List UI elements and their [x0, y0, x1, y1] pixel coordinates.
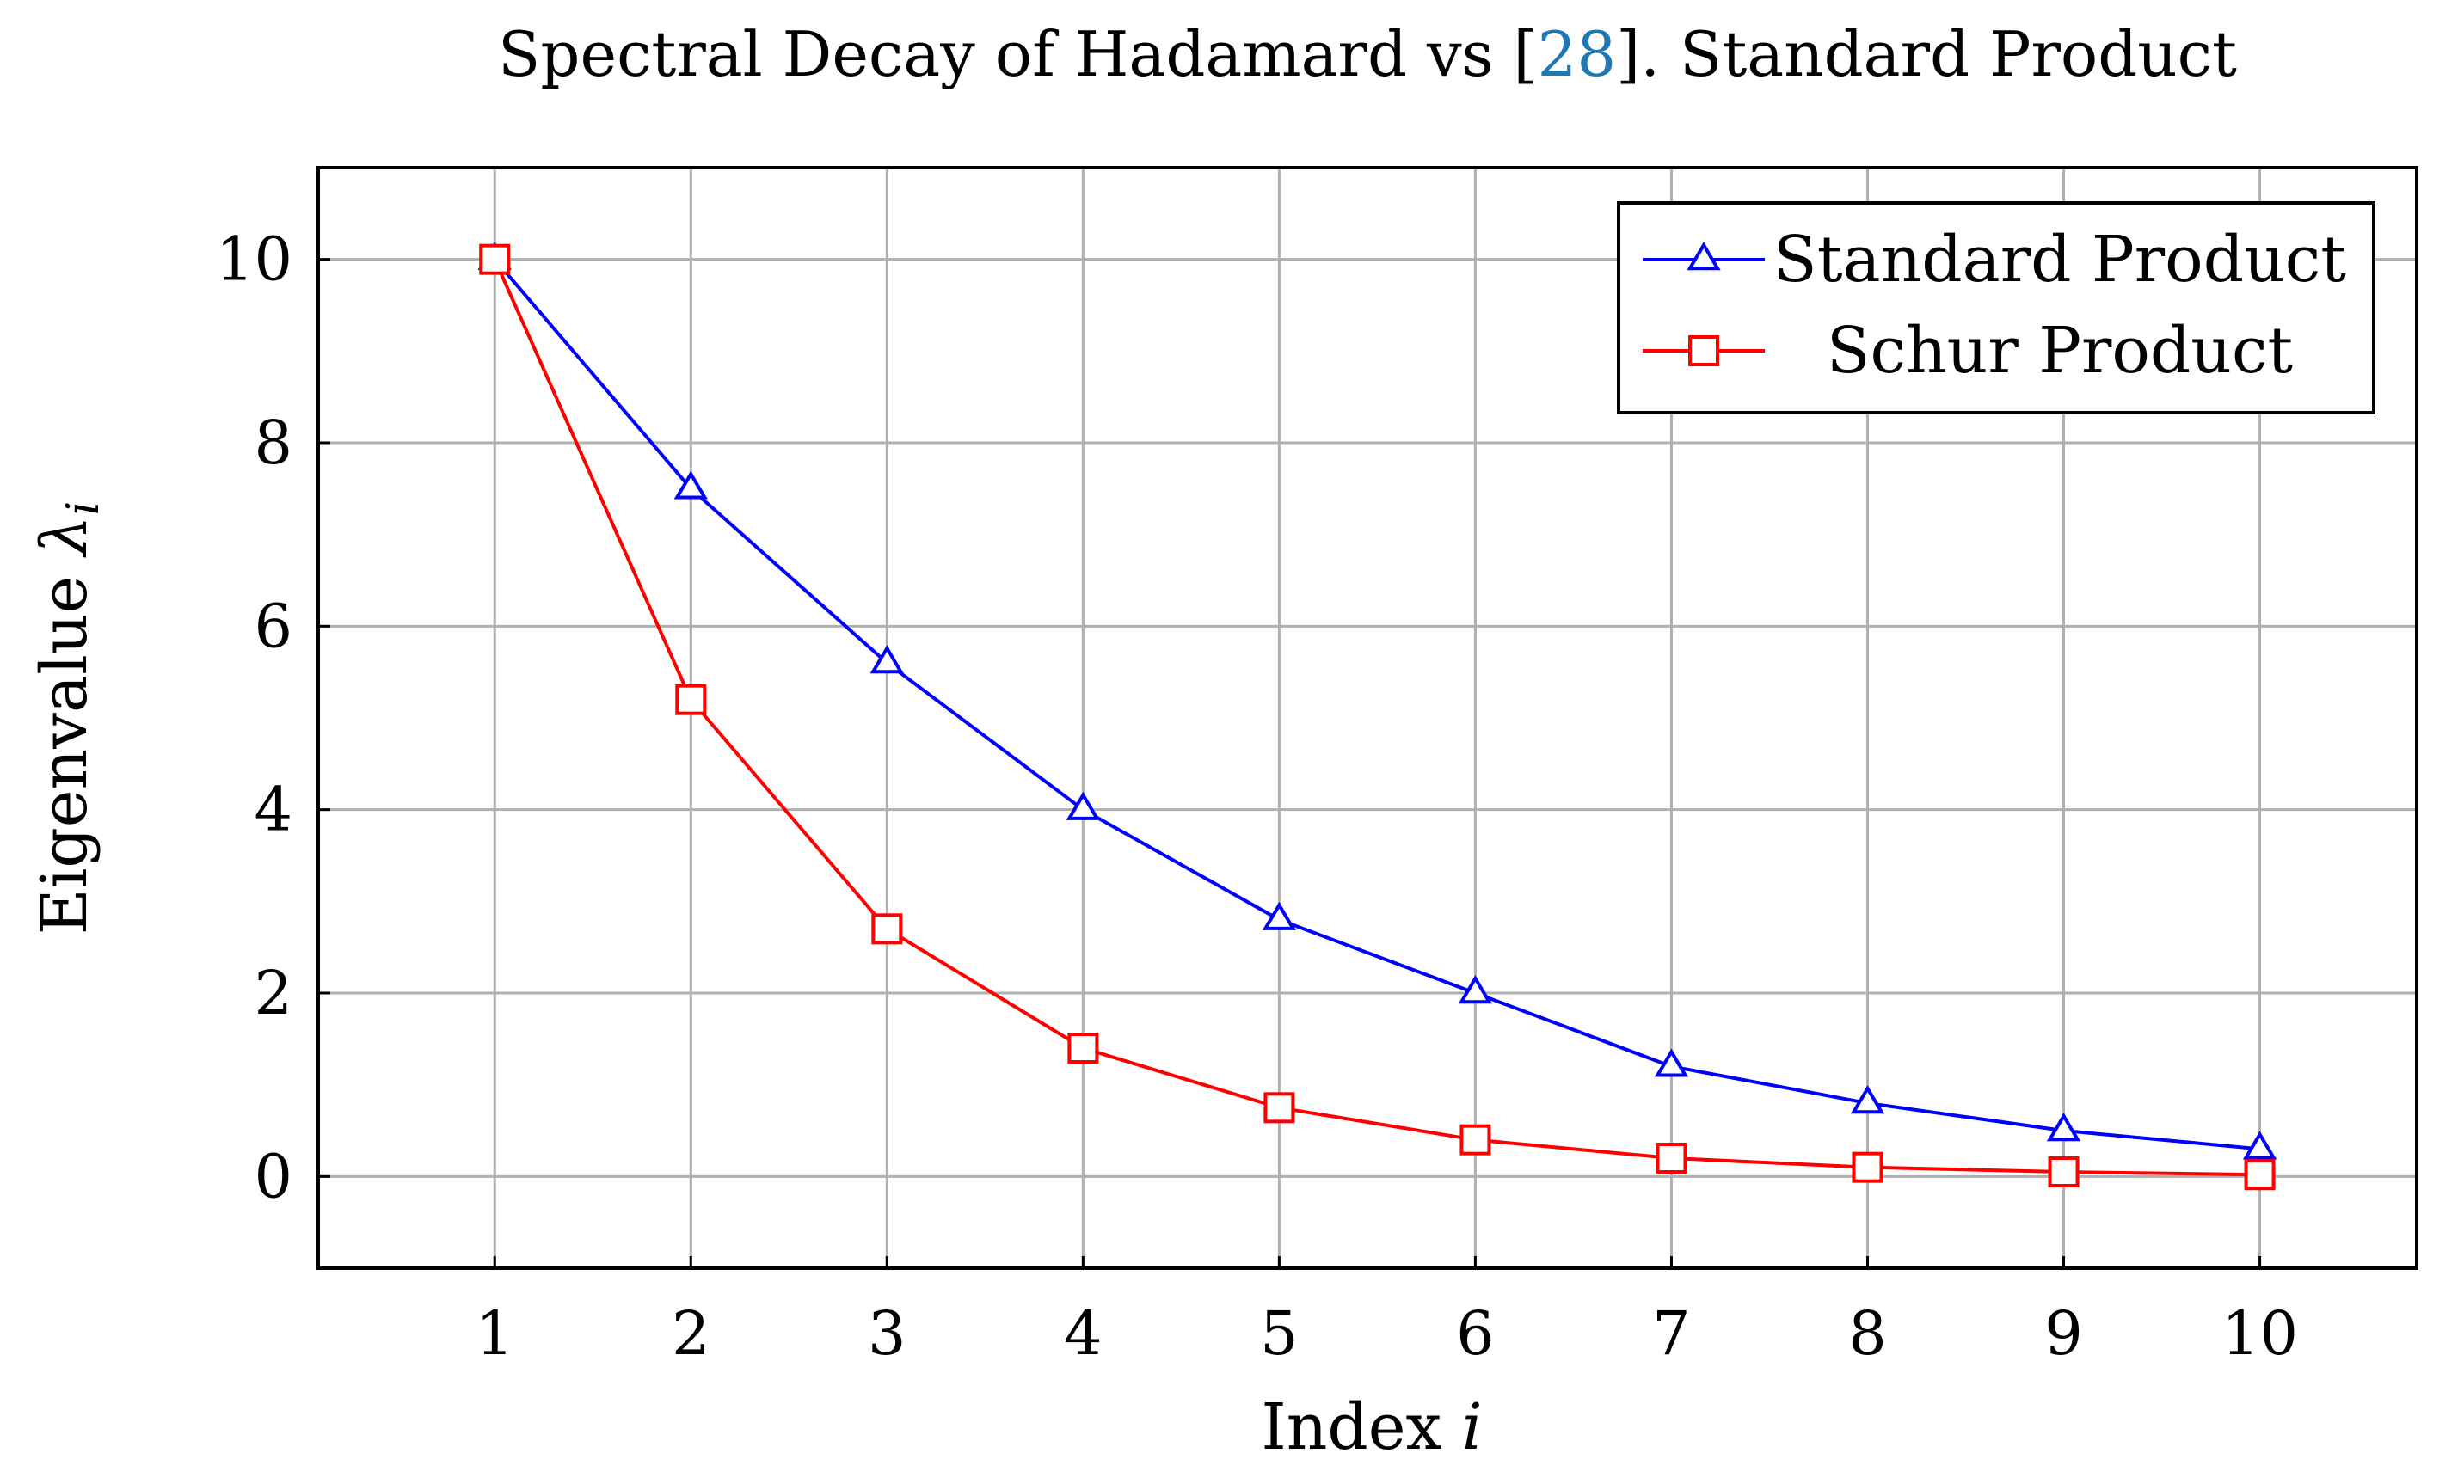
data-point	[869, 645, 904, 674]
data-point	[675, 684, 707, 715]
legend-marker	[1687, 242, 1721, 271]
x-tick-label: 2	[672, 1298, 710, 1369]
series-schur-product	[479, 243, 2276, 1191]
data-point	[2048, 1156, 2080, 1187]
data-point	[1656, 1143, 1687, 1174]
chart-title-suffix: ]. Standard Product	[1616, 18, 2237, 90]
data-point	[1458, 975, 1493, 1004]
tick-labels: 1 2 3 4 5 6 7 8 9 10 0 2 4 6 8 10	[216, 224, 2298, 1369]
y-axis-label-var: λ	[28, 515, 101, 558]
x-tick-label: 10	[2221, 1298, 2298, 1369]
series-layer	[477, 241, 2277, 1191]
x-tick-label: 6	[1456, 1298, 1495, 1369]
legend-entry: Standard Product	[1643, 223, 2346, 297]
series-line	[493, 258, 2260, 1151]
x-tick-label: 4	[1064, 1298, 1103, 1369]
data-point	[673, 470, 708, 500]
data-point	[1850, 1085, 1885, 1114]
legend-label: Standard Product	[1773, 223, 2346, 297]
plot-frame	[316, 166, 2418, 1270]
chart-title-prefix: Spectral Decay of Hadamard vs [	[498, 18, 1538, 90]
x-tick-label: 5	[1260, 1298, 1299, 1369]
data-point	[2242, 1131, 2277, 1160]
legend-entries: Standard Product Schur Product	[1643, 223, 2346, 388]
legend-box	[1617, 201, 2375, 414]
data-point	[1459, 1124, 1491, 1156]
x-axis-label: Index i	[1262, 1390, 1483, 1464]
y-tick-label: 6	[254, 591, 292, 661]
data-point	[479, 243, 511, 275]
y-tick-label: 0	[254, 1141, 292, 1211]
data-point	[2046, 1113, 2081, 1142]
y-tick-label: 10	[216, 224, 292, 295]
x-tick-label: 7	[1652, 1298, 1691, 1369]
x-tick-label: 1	[476, 1298, 514, 1369]
data-point	[1262, 901, 1297, 930]
x-tick-label: 8	[1848, 1298, 1887, 1369]
y-axis-label-text: Eigenvalue	[28, 555, 101, 935]
data-point	[871, 913, 903, 945]
y-axis-label-sub: i	[58, 501, 109, 516]
y-axis-label: Eigenvalue λi	[28, 501, 109, 935]
data-point	[1067, 1033, 1099, 1064]
data-point	[1654, 1048, 1689, 1077]
chart-title: Spectral Decay of Hadamard vs [28]. Stan…	[498, 18, 2237, 90]
y-tick-label: 8	[254, 408, 292, 478]
y-tick-label: 2	[254, 958, 292, 1028]
gridlines	[318, 168, 2417, 1268]
data-point	[1852, 1151, 1883, 1183]
data-point	[1066, 791, 1101, 820]
y-tick-label: 4	[254, 775, 292, 845]
legend-label: Schur Product	[1827, 314, 2294, 388]
data-point	[2244, 1159, 2276, 1191]
series-line	[493, 258, 2260, 1177]
x-tick-label: 9	[2044, 1298, 2083, 1369]
legend-marker	[1688, 335, 1719, 366]
legend-entry: Schur Product	[1643, 314, 2293, 388]
citation-link[interactable]: 28	[1538, 18, 1617, 90]
x-tick-label: 3	[868, 1298, 906, 1369]
data-point	[1263, 1092, 1295, 1124]
x-axis-label-text: Index	[1262, 1390, 1462, 1464]
x-axis-label-var: i	[1462, 1390, 1483, 1464]
legend: Standard Product Schur Product	[1617, 201, 2375, 414]
